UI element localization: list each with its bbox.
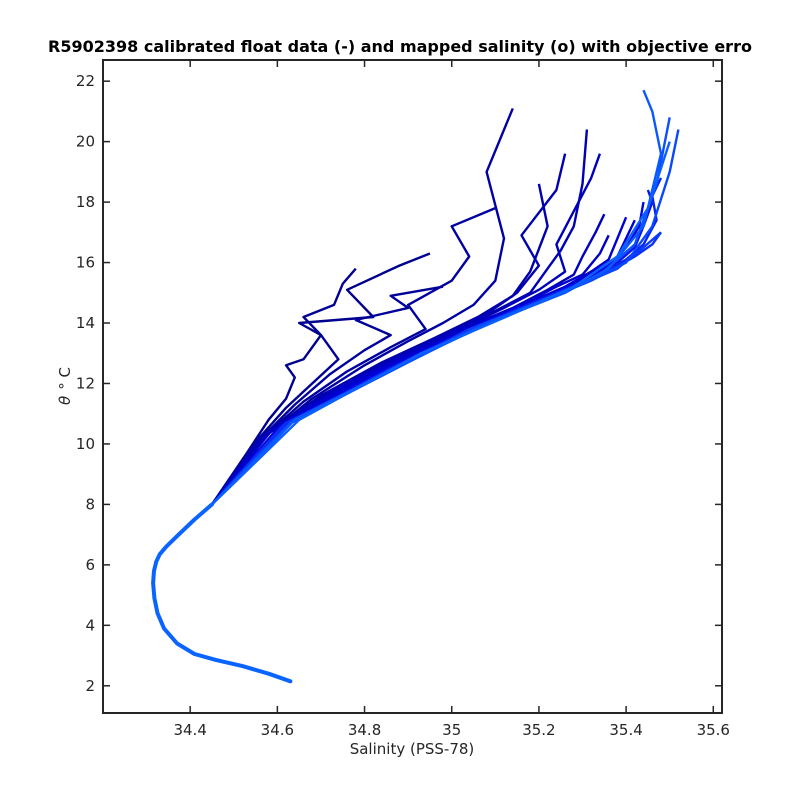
y-tick-label: 4 — [85, 616, 95, 634]
x-tick-label: 35.4 — [609, 721, 642, 739]
profile-line-19 — [211, 129, 680, 506]
profile-line-13 — [211, 219, 636, 506]
y-tick-label: 16 — [76, 254, 95, 272]
y-tick-label: 8 — [85, 495, 95, 513]
y-axis-label-symbol: θ — [56, 396, 74, 405]
profile-line-11 — [211, 234, 610, 506]
x-tick-label: 35.2 — [522, 721, 555, 739]
x-axis: 34.4 34.6 34.8 35 35.2 35.4 35.6 — [173, 60, 730, 739]
profile-line-12 — [211, 216, 628, 506]
x-tick-label: 34.6 — [261, 721, 294, 739]
chart-title: R5902398 calibrated float data (-) and m… — [48, 37, 752, 56]
y-tick-label: 12 — [76, 374, 95, 392]
profiles-layer — [151, 89, 680, 684]
x-tick-label: 35.6 — [697, 721, 730, 739]
y-tick-label: 10 — [76, 435, 95, 453]
profile-line-9 — [211, 153, 602, 506]
profile-line-4 — [211, 206, 496, 506]
y-tick-label: 22 — [76, 72, 95, 90]
profile-line-20 — [211, 117, 671, 506]
y-axis-label: θ ° C — [56, 367, 74, 405]
y-tick-label: 18 — [76, 193, 95, 211]
deep-section-line — [151, 502, 293, 684]
y-tick-label: 14 — [76, 314, 95, 332]
x-tick-label: 34.4 — [173, 721, 206, 739]
profile-line-3 — [211, 285, 444, 506]
y-tick-label: 2 — [85, 677, 95, 695]
y-tick-label: 6 — [85, 556, 95, 574]
profile-line-21 — [211, 89, 663, 506]
profile-line-1 — [211, 252, 431, 506]
plot-frame — [102, 59, 723, 714]
y-axis-label-group: θ ° C — [56, 367, 74, 405]
profile-line-22 — [211, 141, 671, 506]
x-axis-label: Salinity (PSS-78) — [350, 740, 475, 758]
y-axis-label-unit: ° C — [56, 367, 74, 390]
x-tick-label: 35 — [442, 721, 461, 739]
y-tick-label: 20 — [76, 133, 95, 151]
x-tick-label: 34.8 — [348, 721, 381, 739]
y-axis: 2 4 6 8 10 12 14 16 18 20 22 — [76, 72, 722, 695]
profile-line-2 — [211, 267, 357, 506]
